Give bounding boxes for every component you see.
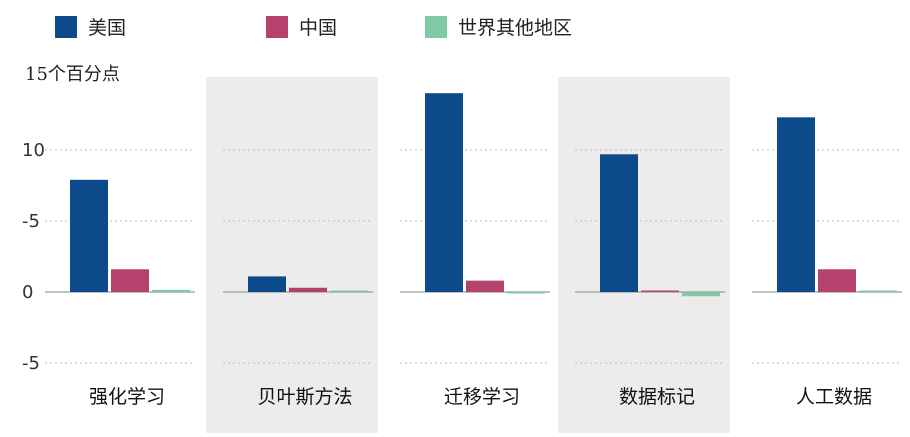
category-label-1: 贝叶斯方法	[257, 386, 352, 408]
panel-shade-1	[206, 77, 378, 433]
bars	[70, 93, 897, 297]
bar-1-0	[248, 276, 286, 292]
legend-label-0: 美国	[88, 17, 126, 39]
legend: 美国 中国 世界其他地区	[55, 16, 572, 39]
y-tick-label-2: 0	[22, 282, 33, 303]
bar-3-0	[600, 154, 638, 292]
bar-4-1	[818, 269, 856, 292]
category-label-0: 强化学习	[89, 386, 165, 408]
legend-label-1: 中国	[299, 17, 337, 39]
bar-0-1	[111, 269, 149, 292]
bar-4-0	[777, 117, 815, 292]
bar-3-1	[641, 290, 679, 292]
bar-0-0	[70, 179, 108, 292]
bar-2-1	[466, 280, 504, 292]
bar-0-2	[152, 289, 190, 292]
gridlines	[45, 149, 902, 364]
y-unit-label: 15个百分点	[25, 64, 120, 85]
bar-1-2	[330, 290, 368, 292]
y-axis-ticks: 10 -5 0 -5	[22, 140, 45, 374]
category-label-3: 数据标记	[619, 386, 695, 408]
legend-swatch-2	[425, 16, 447, 38]
legend-label-2: 世界其他地区	[458, 17, 572, 39]
y-tick-label-3: -5	[22, 353, 40, 374]
category-label-2: 迁移学习	[444, 386, 520, 408]
bar-4-2	[859, 290, 897, 292]
bar-3-2	[682, 292, 720, 297]
panel-shade-3	[558, 77, 730, 433]
legend-swatch-0	[55, 16, 77, 38]
y-tick-label-1: -5	[22, 211, 40, 232]
bar-2-2	[507, 292, 545, 294]
bar-1-1	[289, 287, 327, 292]
legend-swatch-1	[266, 16, 288, 38]
panel-backgrounds	[206, 77, 730, 433]
y-tick-label-0: 10	[22, 140, 45, 161]
category-label-4: 人工数据	[796, 386, 872, 408]
bar-2-0	[425, 93, 463, 292]
category-labels: 强化学习 贝叶斯方法 迁移学习 数据标记 人工数据	[89, 386, 872, 408]
